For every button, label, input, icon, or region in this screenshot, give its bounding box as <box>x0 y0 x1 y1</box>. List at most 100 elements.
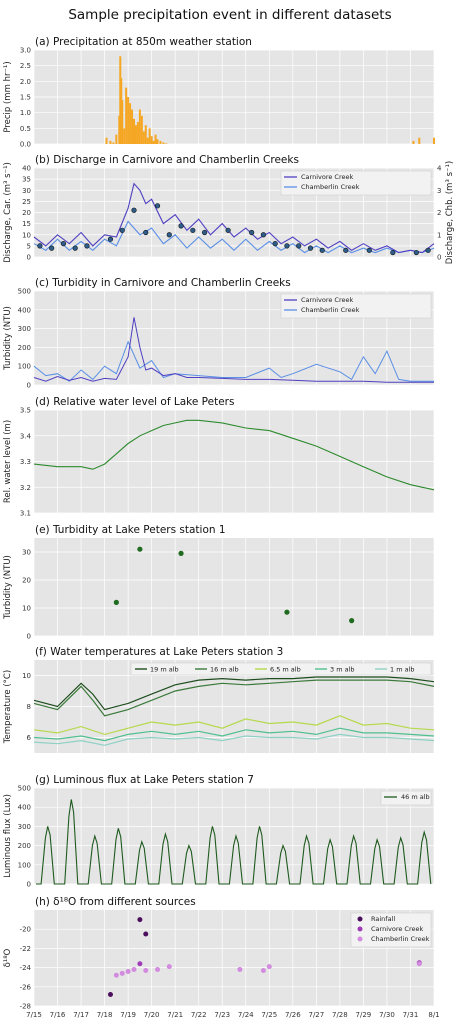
y-tick-label: 6 <box>27 734 32 742</box>
figure-title: Sample precipitation event in different … <box>68 7 391 23</box>
y-tick-label: -20 <box>20 926 31 934</box>
isotope-point <box>107 991 113 997</box>
precip-bar <box>125 87 128 144</box>
y-tick-label: 3.3 <box>20 458 31 466</box>
x-tick-label: 7/15 <box>26 1011 42 1019</box>
x-tick-label: 7/23 <box>214 1011 230 1019</box>
y-axis-label: Turbidity (NTU) <box>3 555 13 620</box>
turbidity-point <box>178 550 184 557</box>
legend: 19 m alb 16 m alb 6.5 m alb 3 m alb 1 m alb <box>130 662 432 676</box>
y-tick-label: 0.5 <box>20 125 31 133</box>
precip-bar <box>162 142 165 144</box>
x-tick-label: 7/16 <box>50 1011 66 1019</box>
legend-box <box>280 170 432 196</box>
discharge-sample-marker <box>166 232 172 238</box>
line-chamberlin <box>33 340 434 382</box>
y-tick-label: 400 <box>18 804 31 812</box>
discharge-sample-marker <box>307 245 314 251</box>
y-tick-label: 0.0 <box>20 141 31 149</box>
isotope-point <box>137 917 143 923</box>
panel-e: 0 10 20 30 (e) Turbidity at Lake Peters stat… <box>3 524 435 641</box>
line-luminous-flux <box>36 799 432 885</box>
plot-area-e <box>34 538 434 636</box>
y-tick-label: 300 <box>18 325 31 333</box>
y-tick-label: 3.0 <box>20 47 31 55</box>
legend-marker <box>357 926 363 932</box>
panel-h: -28 -26 -24 -22 -20 (h) δ¹⁸O from different s… <box>3 896 440 1019</box>
isotope-point <box>260 967 266 973</box>
isotope-point <box>113 972 119 978</box>
panel-title: (h) δ¹⁸O from different sources <box>35 896 196 908</box>
panel-title: (c) Turbidity in Carnivore and Chamberli… <box>35 277 291 289</box>
isotope-point <box>143 931 149 937</box>
y-right-tick-label: 3 <box>437 187 441 195</box>
precip-bar <box>142 131 145 144</box>
precip-bar <box>156 139 159 144</box>
discharge-sample-marker <box>343 247 349 253</box>
y-axis-label: δ¹⁸O <box>3 948 13 967</box>
panel-c: 0 100 200 300 400 500 (c) Turbidity in Carnivo… <box>3 277 435 390</box>
x-tick-label: 7/26 <box>285 1011 301 1019</box>
y-tick-label: 0 <box>27 881 31 889</box>
discharge-sample-marker <box>60 241 67 247</box>
discharge-sample-marker <box>72 245 78 251</box>
discharge-sample-marker <box>272 241 278 247</box>
precip-bar <box>159 140 162 144</box>
isotope-point <box>137 961 143 967</box>
y-tick-label: 2.5 <box>20 62 31 70</box>
y-axis-label: Luminous flux (Lux) <box>3 794 13 878</box>
turbidity-point <box>284 609 290 615</box>
precip-bar <box>127 97 130 144</box>
precip-bar <box>144 125 147 144</box>
y-tick-label: 35 <box>22 176 31 184</box>
x-tick-label: 7/30 <box>379 1011 395 1019</box>
precip-bar <box>129 103 132 144</box>
line-temperature <box>33 733 435 746</box>
x-tick-label: 7/25 <box>261 1011 277 1019</box>
y-tick-label: 10 <box>22 231 31 239</box>
legend-label: 46 m alb <box>401 793 430 801</box>
discharge-sample-marker <box>49 245 55 251</box>
legend-label: Carnivore Creek <box>301 173 353 181</box>
y-tick-label: -24 <box>20 964 32 972</box>
legend-box <box>380 790 432 806</box>
y-tick-label: 25 <box>22 198 31 206</box>
isotope-point <box>131 967 137 973</box>
legend-label: Carnivore Creek <box>371 925 423 933</box>
y-tick-label: 3.2 <box>20 484 31 492</box>
discharge-sample-marker <box>190 227 196 233</box>
isotope-point <box>119 970 125 976</box>
legend-label: 16 m alb <box>210 666 239 674</box>
panel-d: 3.1 3.2 3.3 3.4 3.5 (d) Relative water level … <box>3 396 435 518</box>
precip-bar <box>165 143 168 144</box>
y-tick-label: 200 <box>18 842 31 850</box>
y-tick-label: 500 <box>18 785 31 793</box>
precip-bar <box>121 100 124 144</box>
precip-bar <box>148 128 151 144</box>
legend-label: 1 m alb <box>390 666 415 674</box>
x-tick-label: 7/31 <box>403 1011 419 1019</box>
y-tick-label: 500 <box>18 288 31 296</box>
y-tick-label: 15 <box>22 220 31 228</box>
y-tick-label: 40 <box>22 165 31 173</box>
isotope-point <box>166 964 172 970</box>
precip-bar <box>134 125 137 144</box>
precip-bar <box>433 137 435 144</box>
precip-bar <box>131 109 134 144</box>
legend-label: 19 m alb <box>150 666 179 674</box>
y-tick-label: 30 <box>22 187 31 195</box>
legend-label: 3 m alb <box>330 666 355 674</box>
y-tick-label: -28 <box>20 1003 31 1011</box>
isotope-point <box>125 968 131 974</box>
y-tick-label: 1.5 <box>20 94 31 102</box>
y-tick-label: 0 <box>27 254 31 262</box>
discharge-sample-marker <box>143 229 149 236</box>
y-axis-label: Rel. water level (m) <box>3 420 13 503</box>
y-tick-label: 3.5 <box>20 407 31 415</box>
legend-label: Rainfall <box>371 915 395 923</box>
precip-bar <box>123 128 126 144</box>
x-tick-label: 7/29 <box>356 1011 372 1019</box>
discharge-sample-marker <box>249 229 255 236</box>
line-temperature <box>33 715 435 736</box>
